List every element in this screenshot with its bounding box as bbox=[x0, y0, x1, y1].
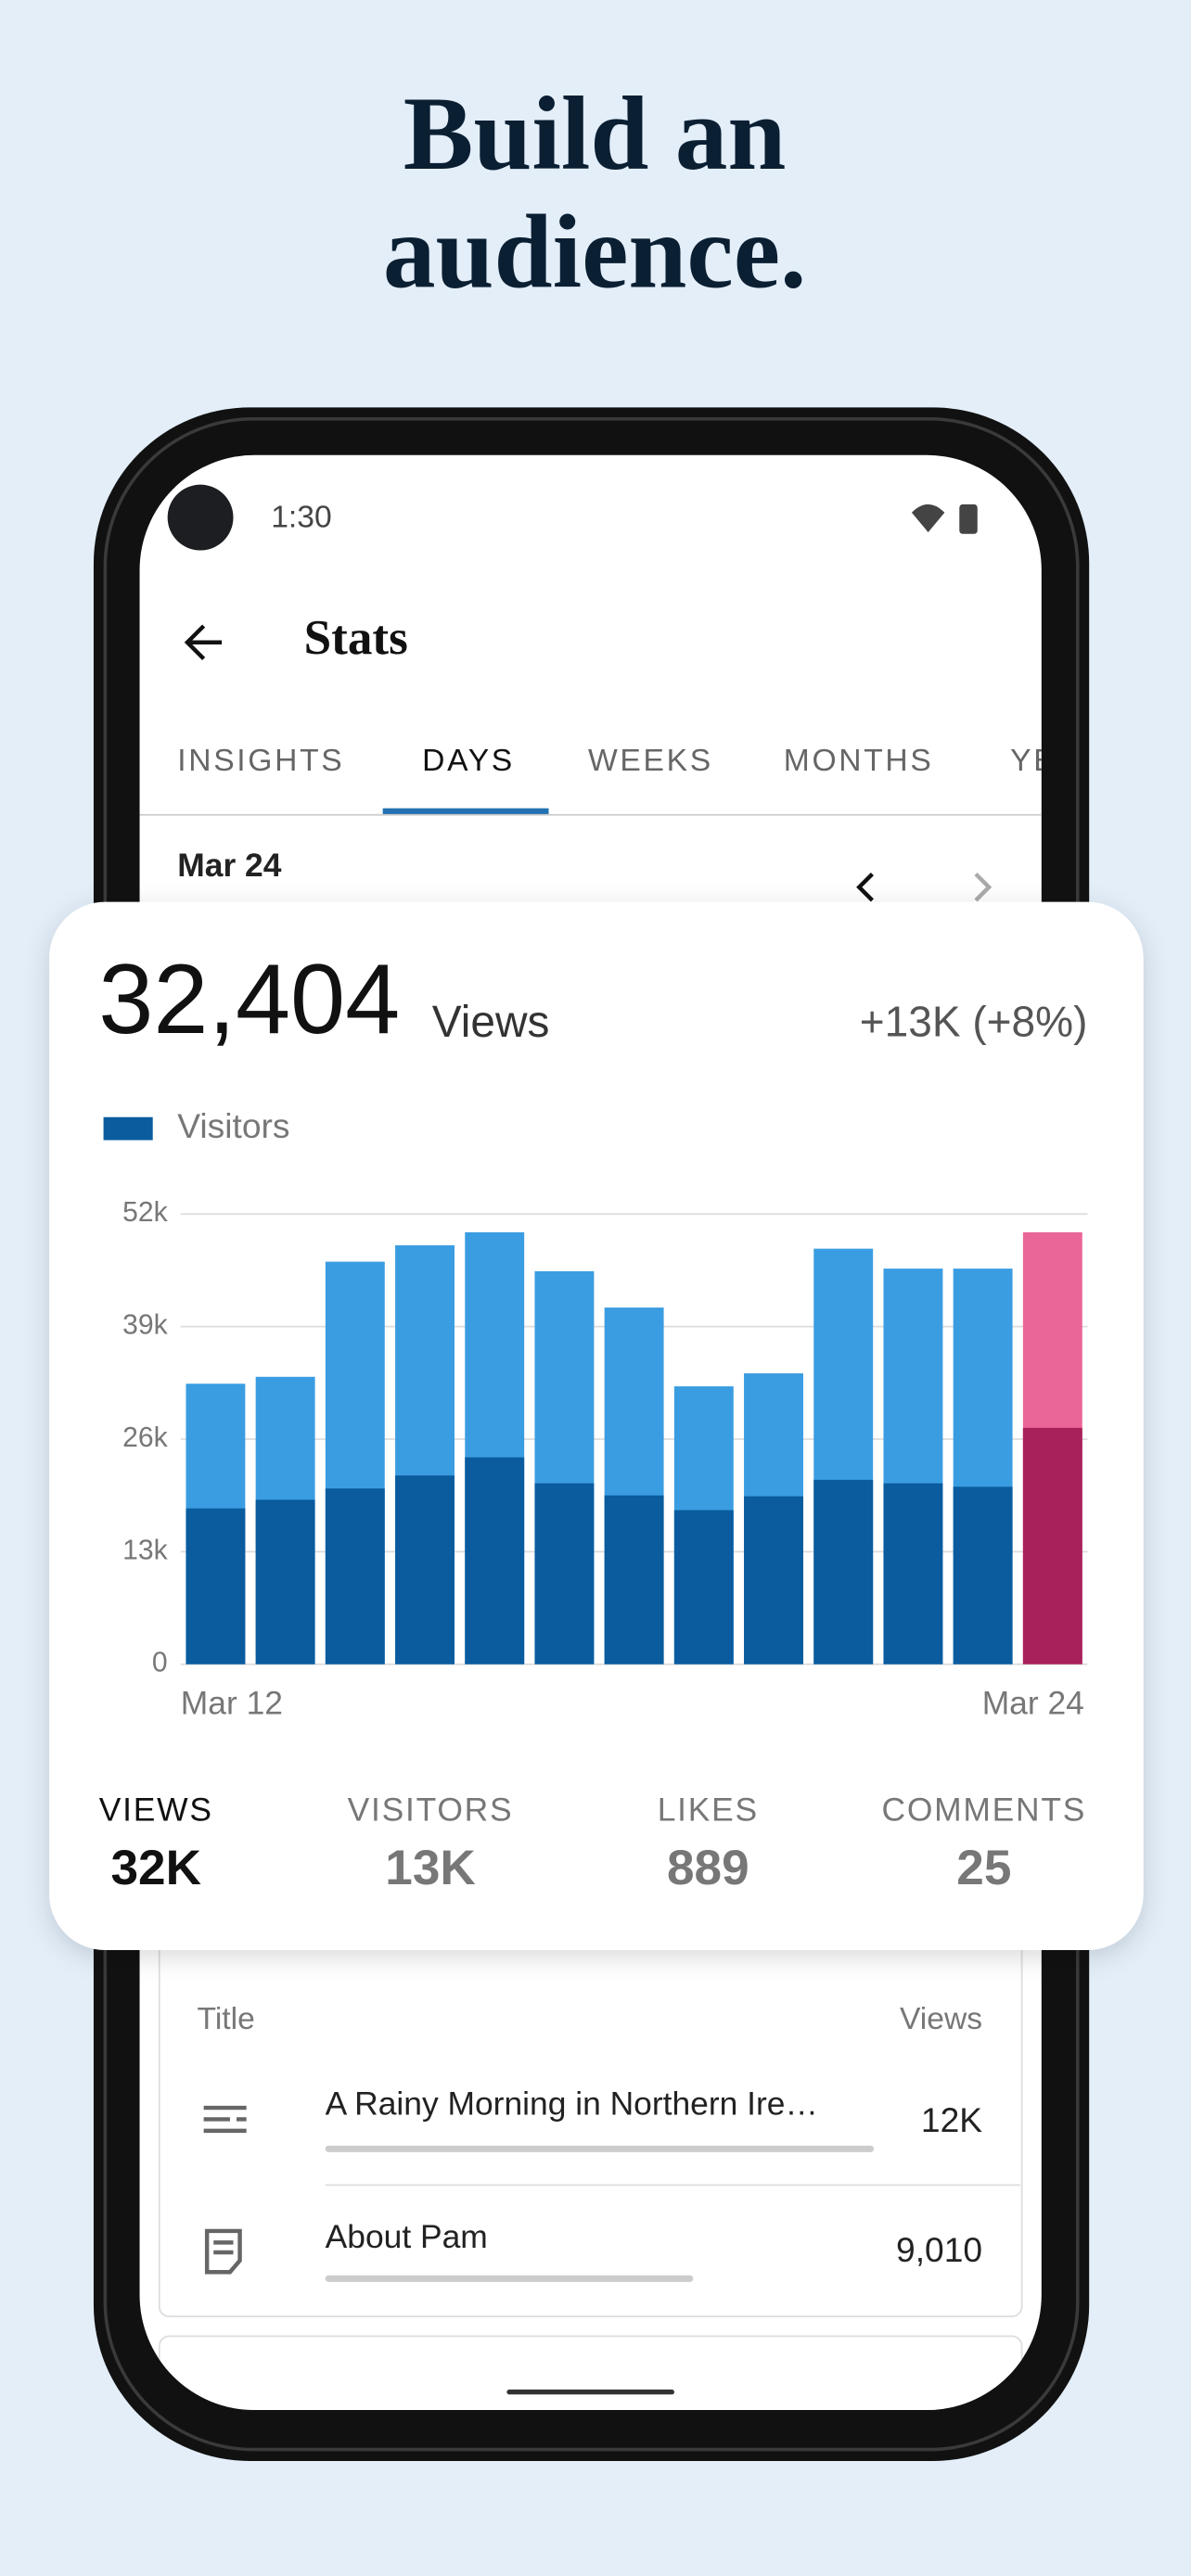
stats-row: VIEWS 32K VISITORS 13K LIKES 889 COMMENTS 25 bbox=[99, 1792, 1087, 1895]
bar bbox=[1022, 1427, 1082, 1664]
tab[interactable]: MONTHS bbox=[784, 744, 934, 778]
page-icon bbox=[204, 2228, 242, 2275]
post-icon bbox=[203, 2105, 247, 2134]
views-bar bbox=[325, 2145, 875, 2152]
chart: Visitors 0 13k 26k 39k 52k Mar 12 Mar 24 bbox=[103, 1106, 1088, 1721]
bar bbox=[673, 1510, 734, 1664]
stats-card bbox=[49, 901, 1144, 1950]
post-views: 12K bbox=[921, 2100, 982, 2139]
total-unit: Views bbox=[432, 998, 550, 1047]
y-tick-label: 13k bbox=[122, 1535, 168, 1565]
total-views: 32,404 bbox=[98, 944, 400, 1054]
stat-label[interactable]: VISITORS bbox=[348, 1792, 514, 1829]
tab-bar: INSIGHTS DAYS WEEKS MONTHS YE bbox=[177, 744, 1057, 778]
date-label: Mar 24 bbox=[177, 847, 281, 884]
y-tick-label: 39k bbox=[122, 1310, 168, 1341]
stat-value: 889 bbox=[667, 1841, 749, 1895]
tab[interactable]: WEEKS bbox=[588, 744, 713, 778]
prev-button[interactable] bbox=[856, 872, 874, 902]
tab[interactable]: DAYS bbox=[422, 744, 515, 778]
next-button[interactable] bbox=[974, 872, 992, 902]
post-views: 9,010 bbox=[896, 2230, 982, 2269]
bar bbox=[255, 1499, 315, 1664]
change: +13K (+8%) bbox=[860, 998, 1088, 1046]
tab[interactable]: YE bbox=[1010, 744, 1057, 778]
stat-value: 13K bbox=[385, 1841, 475, 1895]
bar bbox=[465, 1457, 525, 1664]
bar bbox=[395, 1475, 455, 1664]
y-tick-label: 26k bbox=[122, 1422, 168, 1453]
headline: audience. bbox=[383, 193, 807, 310]
screen-content: 1:30 Stats INSIGHTS DAYS WEEKS MONTHS YE Mar… bbox=[139, 484, 1057, 2411]
bar bbox=[325, 1488, 385, 1664]
table-header: Title bbox=[198, 2002, 255, 2036]
views-bar bbox=[325, 2275, 694, 2282]
bar bbox=[813, 1479, 874, 1664]
bar bbox=[534, 1483, 595, 1664]
tab-indicator bbox=[382, 808, 549, 815]
bar bbox=[883, 1483, 943, 1664]
bar bbox=[744, 1496, 803, 1664]
y-tick-label: 52k bbox=[122, 1197, 168, 1228]
back-button[interactable] bbox=[184, 624, 223, 661]
y-tick-label: 0 bbox=[152, 1648, 168, 1678]
camera bbox=[167, 484, 234, 551]
stat-label[interactable]: LIKES bbox=[658, 1792, 759, 1829]
bar bbox=[186, 1508, 246, 1664]
post-title[interactable]: A Rainy Morning in Northern Ire… bbox=[326, 2085, 818, 2123]
legend-label: Visitors bbox=[177, 1106, 289, 1145]
post-title[interactable]: About Pam bbox=[326, 2218, 488, 2255]
table-header: Views bbox=[900, 2002, 982, 2036]
bar bbox=[953, 1486, 1013, 1664]
wifi-icon bbox=[911, 504, 945, 533]
stat-value: 32K bbox=[111, 1841, 201, 1895]
x-tick-label: Mar 24 bbox=[982, 1684, 1084, 1721]
bar bbox=[604, 1495, 664, 1664]
stat-label[interactable]: COMMENTS bbox=[882, 1792, 1087, 1829]
battery-icon bbox=[959, 504, 978, 534]
stat-value: 25 bbox=[956, 1841, 1011, 1895]
legend-swatch bbox=[103, 1116, 153, 1141]
app-title: Stats bbox=[304, 611, 408, 665]
x-tick-label: Mar 12 bbox=[181, 1684, 283, 1721]
tab[interactable]: INSIGHTS bbox=[177, 744, 344, 778]
status-time: 1:30 bbox=[271, 501, 331, 535]
stat-label[interactable]: VIEWS bbox=[99, 1792, 213, 1829]
headline: Build an bbox=[403, 75, 787, 192]
